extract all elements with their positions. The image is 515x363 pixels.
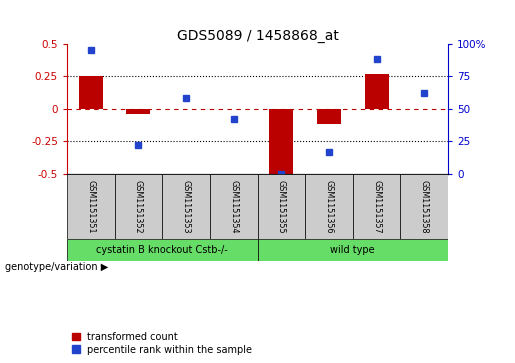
- Bar: [67, 174, 115, 239]
- Bar: [114, 174, 162, 239]
- Bar: [401, 174, 448, 239]
- Text: GSM1151357: GSM1151357: [372, 180, 381, 233]
- Text: GSM1151352: GSM1151352: [134, 180, 143, 233]
- Text: GSM1151356: GSM1151356: [324, 180, 333, 233]
- Bar: [305, 174, 353, 239]
- Bar: [162, 174, 210, 239]
- Text: wild type: wild type: [331, 245, 375, 255]
- Text: GSM1151354: GSM1151354: [229, 180, 238, 233]
- Bar: [79, 76, 102, 109]
- Text: cystatin B knockout Cstb-/-: cystatin B knockout Cstb-/-: [96, 245, 228, 255]
- Bar: [353, 174, 401, 239]
- Text: GSM1151353: GSM1151353: [182, 180, 191, 233]
- Bar: [365, 74, 388, 109]
- Bar: [317, 109, 341, 125]
- Text: GSM1151355: GSM1151355: [277, 180, 286, 233]
- Bar: [67, 239, 258, 261]
- Bar: [258, 174, 305, 239]
- Bar: [269, 109, 293, 174]
- Title: GDS5089 / 1458868_at: GDS5089 / 1458868_at: [177, 29, 338, 42]
- Text: genotype/variation ▶: genotype/variation ▶: [5, 262, 108, 272]
- Bar: [127, 109, 150, 114]
- Bar: [210, 174, 258, 239]
- Text: GSM1151351: GSM1151351: [87, 180, 95, 233]
- Bar: [258, 239, 448, 261]
- Text: GSM1151358: GSM1151358: [420, 180, 428, 233]
- Legend: transformed count, percentile rank within the sample: transformed count, percentile rank withi…: [72, 332, 252, 355]
